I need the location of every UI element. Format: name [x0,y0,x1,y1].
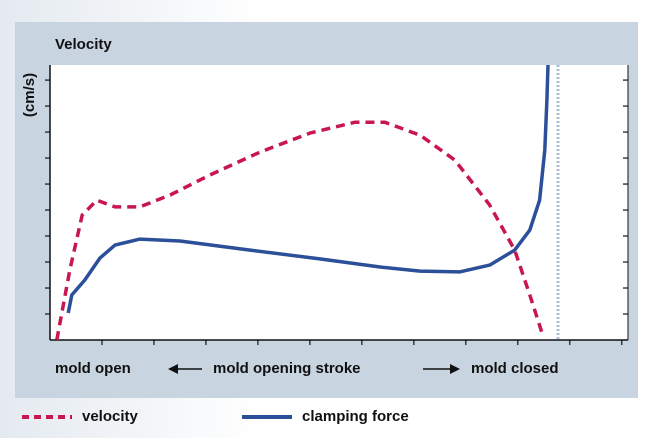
arrow-left-head [168,364,178,374]
line-series [66,64,550,314]
line-series [55,120,544,341]
axis-title: Velocity [55,36,112,53]
x-label-center: mold opening stroke [213,360,361,377]
arrow-right-head [450,364,460,374]
plot-area [50,65,628,340]
x-label-left: mold open [55,360,131,377]
x-label-right: mold closed [471,360,559,377]
y-axis-label: (cm/s) [21,73,38,117]
legend-label: clamping force [302,408,409,425]
legend-label: velocity [82,408,139,425]
